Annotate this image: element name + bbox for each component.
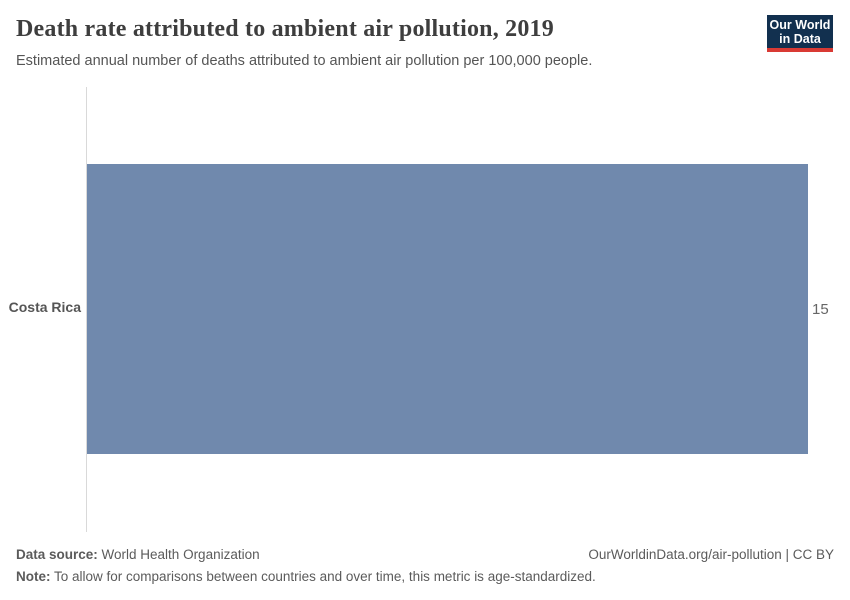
plot-area	[87, 87, 808, 532]
y-axis-line	[86, 87, 87, 532]
chart-header: Death rate attributed to ambient air pol…	[16, 15, 834, 69]
chart-subtitle: Estimated annual number of deaths attrib…	[16, 53, 593, 69]
note-line: Note: To allow for comparisons between c…	[16, 569, 834, 584]
note-label: Note:	[16, 569, 51, 584]
data-source-value: World Health Organization	[97, 547, 260, 562]
owid-logo[interactable]: Our World in Data	[767, 15, 833, 52]
entity-label: Costa Rica	[8, 299, 81, 315]
bar-costa-rica[interactable]	[87, 164, 808, 454]
owid-logo-line2: in Data	[779, 31, 821, 46]
chart-footer: Data source: World Health Organization O…	[16, 547, 834, 584]
data-source-label: Data source:	[16, 547, 98, 562]
page-title: Death rate attributed to ambient air pol…	[16, 16, 554, 42]
owid-link[interactable]: OurWorldinData.org/air-pollution | CC BY	[588, 547, 834, 562]
note-value: To allow for comparisons between countri…	[50, 569, 596, 584]
bar-value-label: 15	[812, 301, 829, 318]
owid-logo-line1: Our World	[769, 17, 831, 32]
data-source-line: Data source: World Health Organization	[16, 547, 260, 562]
